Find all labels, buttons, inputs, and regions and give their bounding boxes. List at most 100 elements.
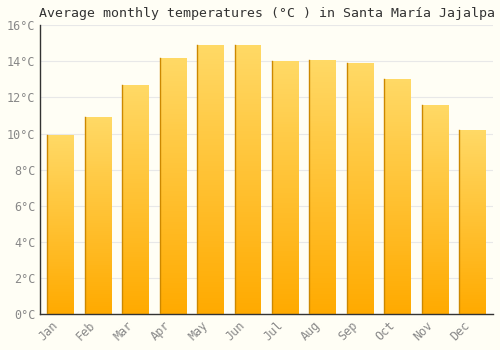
- Bar: [197, 126, 224, 128]
- Bar: [384, 267, 411, 270]
- Bar: [459, 187, 486, 189]
- Bar: [197, 80, 224, 83]
- Bar: [272, 284, 299, 286]
- Bar: [122, 138, 149, 140]
- Bar: [347, 284, 374, 286]
- Bar: [459, 163, 486, 165]
- Bar: [459, 233, 486, 235]
- Bar: [85, 237, 112, 239]
- Bar: [272, 122, 299, 125]
- Bar: [310, 85, 336, 88]
- Bar: [197, 250, 224, 252]
- Bar: [384, 274, 411, 276]
- Bar: [160, 232, 186, 234]
- Bar: [48, 155, 74, 157]
- Bar: [384, 197, 411, 199]
- Bar: [122, 176, 149, 179]
- Bar: [384, 185, 411, 187]
- Bar: [234, 185, 262, 188]
- Bar: [48, 142, 74, 144]
- Bar: [272, 185, 299, 188]
- Bar: [310, 166, 336, 169]
- Bar: [422, 157, 448, 159]
- Bar: [347, 264, 374, 266]
- Bar: [384, 279, 411, 281]
- Bar: [160, 247, 186, 250]
- Bar: [459, 303, 486, 305]
- Bar: [234, 174, 262, 177]
- Bar: [234, 158, 262, 161]
- Bar: [459, 286, 486, 288]
- Bar: [48, 201, 74, 203]
- Bar: [197, 217, 224, 220]
- Bar: [459, 174, 486, 176]
- Bar: [310, 128, 336, 131]
- Bar: [310, 204, 336, 207]
- Bar: [347, 194, 374, 196]
- Bar: [197, 225, 224, 228]
- Bar: [85, 228, 112, 229]
- Bar: [310, 144, 336, 146]
- Bar: [422, 211, 448, 214]
- Bar: [272, 157, 299, 160]
- Bar: [48, 191, 74, 192]
- Bar: [122, 117, 149, 119]
- Bar: [48, 180, 74, 182]
- Bar: [234, 118, 262, 120]
- Bar: [310, 296, 336, 299]
- Bar: [122, 85, 149, 87]
- Bar: [197, 99, 224, 101]
- Bar: [310, 136, 336, 138]
- Bar: [160, 224, 186, 227]
- Bar: [310, 301, 336, 304]
- Bar: [48, 160, 74, 162]
- Bar: [459, 181, 486, 183]
- Bar: [85, 302, 112, 304]
- Bar: [48, 257, 74, 259]
- Bar: [48, 205, 74, 207]
- Bar: [122, 151, 149, 154]
- Bar: [384, 180, 411, 183]
- Bar: [160, 306, 186, 309]
- Bar: [197, 93, 224, 96]
- Bar: [459, 165, 486, 167]
- Bar: [347, 234, 374, 236]
- Bar: [422, 117, 448, 119]
- Bar: [234, 287, 262, 290]
- Bar: [234, 290, 262, 292]
- Bar: [272, 135, 299, 137]
- Bar: [347, 281, 374, 284]
- Bar: [384, 312, 411, 314]
- Bar: [272, 89, 299, 92]
- Bar: [384, 107, 411, 110]
- Bar: [347, 156, 374, 159]
- Bar: [422, 295, 448, 297]
- Bar: [384, 192, 411, 194]
- Bar: [384, 295, 411, 298]
- Bar: [160, 222, 186, 224]
- Bar: [310, 306, 336, 309]
- Bar: [48, 166, 74, 167]
- Bar: [85, 198, 112, 200]
- Bar: [422, 113, 448, 115]
- Bar: [459, 135, 486, 137]
- Bar: [197, 131, 224, 134]
- Bar: [48, 287, 74, 289]
- Bar: [48, 300, 74, 301]
- Bar: [160, 262, 186, 265]
- Bar: [459, 248, 486, 250]
- Bar: [384, 138, 411, 140]
- Bar: [122, 147, 149, 149]
- Bar: [422, 124, 448, 126]
- Bar: [85, 127, 112, 129]
- Bar: [48, 139, 74, 141]
- Bar: [122, 286, 149, 289]
- Bar: [234, 279, 262, 282]
- Bar: [459, 250, 486, 251]
- Bar: [197, 290, 224, 292]
- Bar: [160, 304, 186, 306]
- Bar: [48, 264, 74, 266]
- Bar: [160, 240, 186, 242]
- Bar: [272, 215, 299, 218]
- Bar: [310, 95, 336, 98]
